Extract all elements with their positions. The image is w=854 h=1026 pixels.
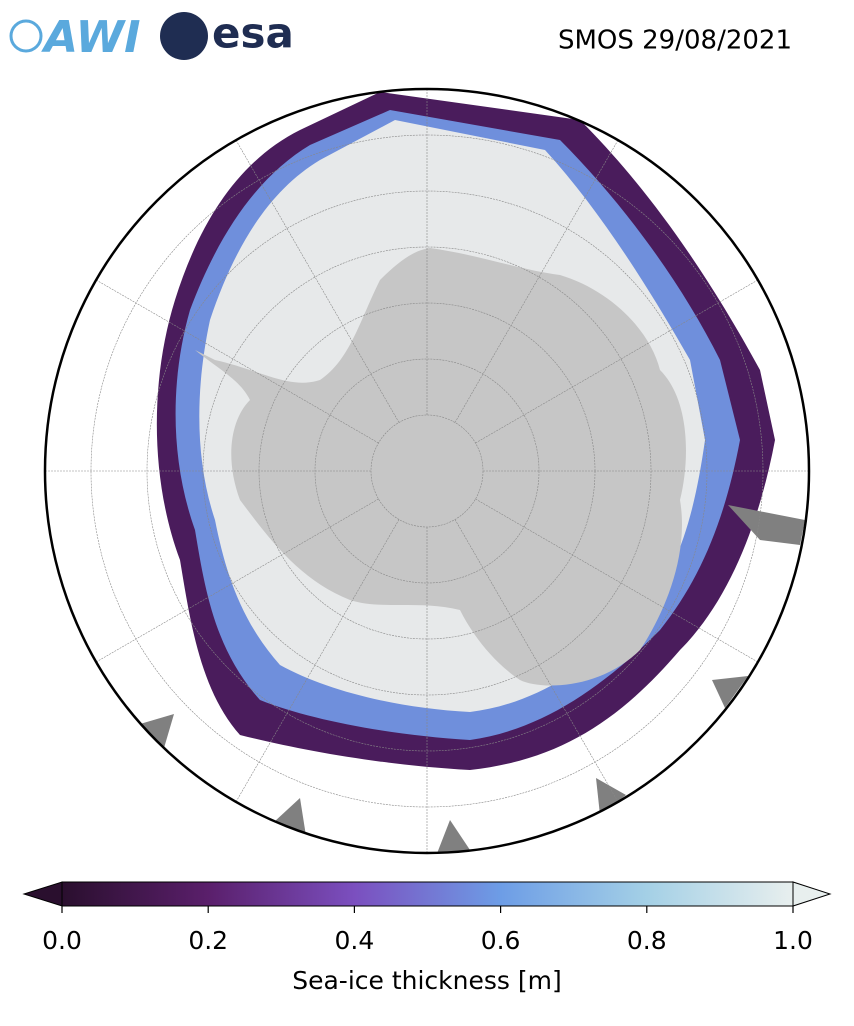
tick-label: 0.2 <box>188 926 228 955</box>
no-data <box>596 778 626 815</box>
graticule <box>45 89 809 853</box>
no-data <box>140 714 174 748</box>
tick-label: 0.6 <box>481 926 521 955</box>
meridian <box>475 498 758 663</box>
meridian <box>96 498 379 663</box>
colorbar-gradient <box>61 881 794 907</box>
antarctica <box>195 248 686 686</box>
meridian <box>235 519 400 802</box>
tick-label: 0.8 <box>627 926 667 955</box>
no-data <box>436 820 470 853</box>
esa-globe <box>160 12 208 60</box>
colorbar: 0.0 0.2 0.4 0.6 0.8 1.0 <box>22 881 832 955</box>
no-data <box>274 798 306 836</box>
awi-logo: AWI <box>41 12 141 63</box>
meridian <box>454 519 619 802</box>
no-data <box>712 676 748 708</box>
esa-logo: esa <box>212 9 294 58</box>
extend-high <box>792 881 832 907</box>
extend-low <box>22 881 63 907</box>
meridian <box>475 279 758 444</box>
meridian <box>235 140 400 423</box>
tick-label: 1.0 <box>773 926 813 955</box>
map <box>45 89 809 853</box>
tick-label: 0.0 <box>42 926 82 955</box>
logos: AWI esa <box>9 9 294 63</box>
awi-globe <box>9 19 43 53</box>
map-border <box>43 87 811 855</box>
colorbar-label: Sea-ice thickness [m] <box>292 966 562 995</box>
no-data <box>728 505 805 545</box>
meridian <box>454 140 619 423</box>
meridian <box>96 279 379 444</box>
tick-label: 0.4 <box>335 926 375 955</box>
map-title: SMOS 29/08/2021 <box>558 26 792 56</box>
